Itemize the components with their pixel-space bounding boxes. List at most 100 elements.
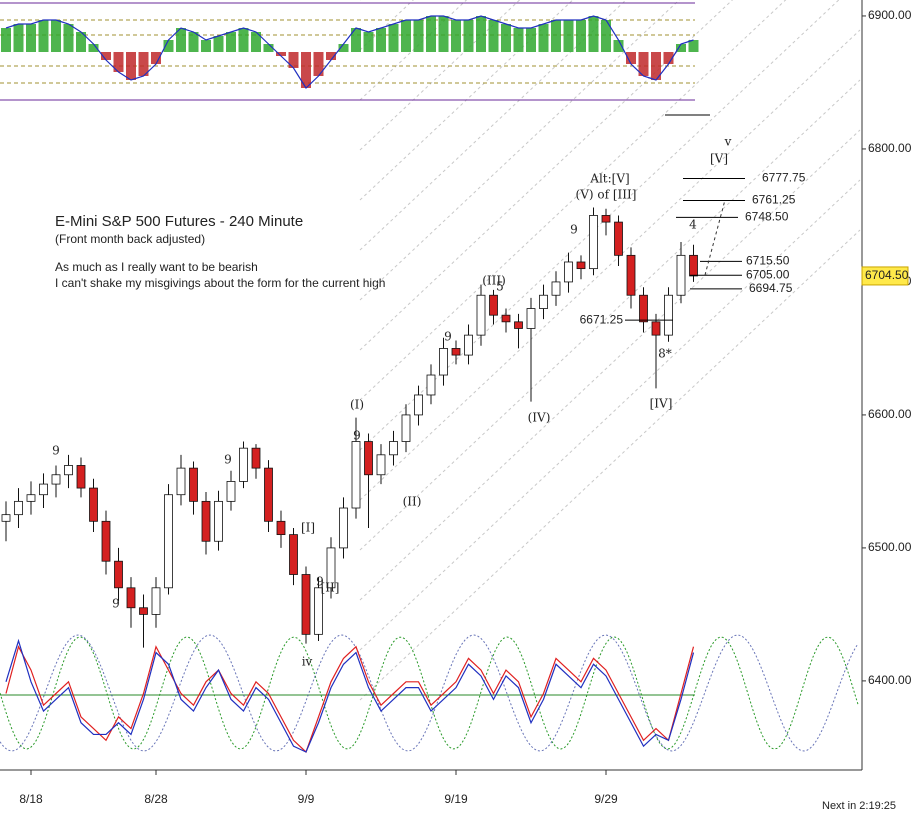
candle-body xyxy=(114,560,123,589)
candle-body xyxy=(676,254,686,296)
candle-body xyxy=(564,261,573,283)
y-tick-label: 6600.00 xyxy=(868,407,912,421)
histogram-bar xyxy=(626,52,636,64)
histogram-bar xyxy=(551,20,561,52)
histogram-bar xyxy=(313,52,324,76)
candle-body xyxy=(664,294,673,336)
candle-body xyxy=(1,514,11,522)
candle-body xyxy=(439,348,448,376)
histogram-bar xyxy=(601,20,611,52)
histogram-bar xyxy=(38,20,49,52)
x-tick-label: 9/19 xyxy=(444,792,468,806)
histogram-bar xyxy=(113,52,124,72)
osc-line xyxy=(5,638,695,753)
level-label: 6694.75 xyxy=(749,281,793,295)
channel-line xyxy=(359,0,734,351)
histogram-bar xyxy=(688,40,699,52)
wave-label: 9 xyxy=(224,453,232,467)
candle-body xyxy=(551,281,561,296)
histogram-bar xyxy=(376,28,386,52)
candle-body xyxy=(451,348,461,356)
histogram-bar xyxy=(63,24,74,52)
histogram-bar xyxy=(101,52,111,60)
histogram-bar xyxy=(88,44,99,52)
histogram-bar xyxy=(488,20,499,52)
candle-body xyxy=(639,294,648,323)
histogram-bar xyxy=(213,36,224,52)
histogram-bar xyxy=(338,44,349,52)
wave-label: [I] xyxy=(301,521,315,535)
candle-body xyxy=(689,254,698,277)
histogram-bar xyxy=(26,24,36,52)
wave-label: (III) xyxy=(482,274,506,288)
wave-label: (I) xyxy=(350,398,364,412)
candle-body xyxy=(126,587,136,609)
candle-body xyxy=(389,441,398,456)
candle-body xyxy=(301,574,311,635)
wave-label: 9 xyxy=(444,330,452,344)
candle-body xyxy=(501,314,511,323)
channel-line xyxy=(359,29,861,501)
histogram-bar xyxy=(513,28,524,52)
candle-body xyxy=(26,494,36,502)
chart-subtitle: (Front month back adjusted) xyxy=(55,232,205,246)
histogram-bar xyxy=(613,40,624,52)
wave-label: 9 xyxy=(112,597,120,611)
candle-body xyxy=(314,587,323,635)
candle-body xyxy=(464,334,473,356)
histogram-bar xyxy=(538,24,549,52)
last-price-label: 6704.50 xyxy=(865,268,909,282)
candle-body xyxy=(626,254,636,296)
histogram-bar xyxy=(563,20,574,52)
candle-body xyxy=(376,454,386,476)
osc-line xyxy=(5,645,695,754)
wave-label: iv xyxy=(302,655,313,669)
candle-body xyxy=(589,215,598,270)
candle-body xyxy=(151,587,161,615)
wave-label: 9 xyxy=(353,429,361,443)
candle-body xyxy=(76,465,86,489)
candle-body xyxy=(489,294,498,316)
histogram-bar xyxy=(401,20,411,52)
candle-body xyxy=(64,465,73,476)
histogram-bar xyxy=(413,20,424,52)
channel-line xyxy=(359,0,574,201)
wave-label: (V) of [III] xyxy=(576,188,637,202)
x-tick-label: 8/28 xyxy=(144,792,168,806)
x-tick-label: 8/18 xyxy=(19,792,43,806)
candle-body xyxy=(14,500,23,516)
candle-body xyxy=(351,441,361,509)
histogram-bar xyxy=(138,52,149,76)
histogram-bar xyxy=(363,32,374,52)
histogram-bar xyxy=(263,44,274,52)
candle-body xyxy=(264,467,273,522)
wave-label: 9 xyxy=(52,444,60,458)
projection xyxy=(704,199,726,276)
wave-label: [II] xyxy=(321,581,340,595)
candle-body xyxy=(101,520,111,562)
candle-body xyxy=(576,261,586,270)
level-label: 6761.25 xyxy=(752,193,796,207)
histogram-bar xyxy=(326,52,336,60)
y-tick-label: 6500.00 xyxy=(868,540,912,554)
candle-body xyxy=(651,321,661,336)
histogram-bar xyxy=(301,52,311,88)
y-tick-label: 6800.00 xyxy=(868,141,912,155)
candle-body xyxy=(526,308,536,329)
wave-label: 4 xyxy=(689,218,697,232)
candle-body xyxy=(339,507,348,549)
histogram-outline xyxy=(5,15,694,89)
histogram-bar xyxy=(676,44,686,52)
wave-label: Alt:[V] xyxy=(589,172,629,186)
histogram-bar xyxy=(576,20,586,52)
wave-label: 9 xyxy=(570,223,578,237)
candle-body xyxy=(51,474,61,485)
histogram-bar xyxy=(526,28,536,52)
wave-label: 8* xyxy=(658,347,672,361)
candle-body xyxy=(176,467,186,496)
histogram-bar xyxy=(188,32,199,52)
candle-body xyxy=(89,487,98,522)
candle-body xyxy=(476,294,486,336)
last-price-box xyxy=(861,266,909,286)
